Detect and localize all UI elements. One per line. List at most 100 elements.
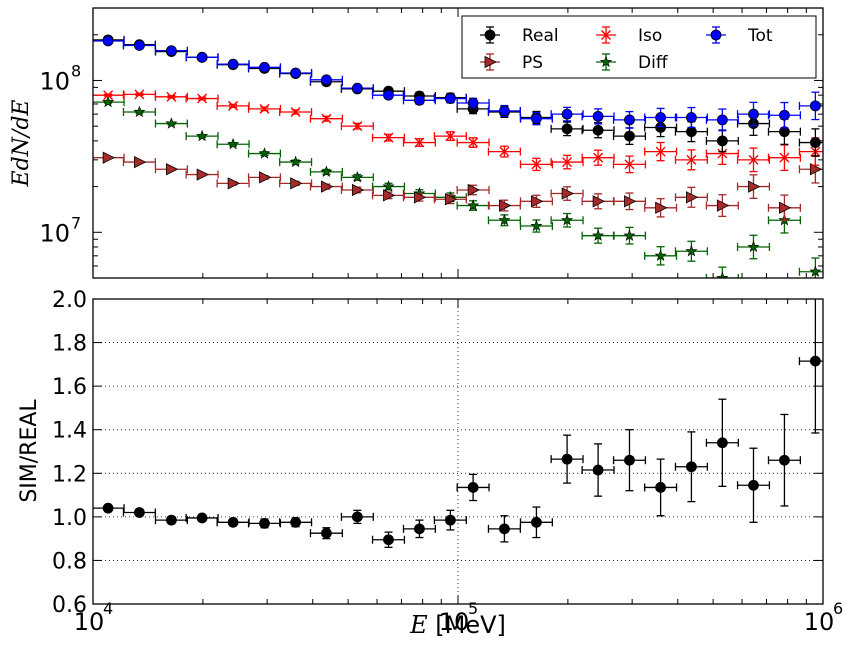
data-point <box>227 516 239 528</box>
data-point <box>382 180 395 192</box>
data-point <box>166 163 179 176</box>
series-ps <box>93 151 823 222</box>
data-point <box>227 177 240 190</box>
data-point <box>592 124 604 136</box>
data-point <box>655 146 666 157</box>
data-point <box>624 130 635 142</box>
legend-label: Iso <box>638 26 662 46</box>
legend-item-ps: PS <box>480 53 543 73</box>
data-point <box>468 137 479 148</box>
data-point <box>321 527 332 539</box>
data-point <box>321 180 334 193</box>
data-point <box>686 191 699 204</box>
data-point <box>686 461 697 473</box>
data-point <box>414 137 425 148</box>
data-point <box>748 108 759 120</box>
data-point <box>748 180 761 193</box>
data-point <box>809 100 821 112</box>
data-point <box>716 199 730 212</box>
data-point <box>748 154 759 165</box>
legend-item-diff: Diff <box>596 53 669 73</box>
y-tick-label: 1.6 <box>52 375 87 400</box>
bottom-y-axis-label: SIM/REAL <box>17 399 42 503</box>
legend-label: PS <box>522 53 543 73</box>
legend-label: Tot <box>747 26 773 46</box>
y-tick-label: 1.4 <box>52 419 87 444</box>
data-point <box>467 183 481 197</box>
y-tick-label: 1.0 <box>52 506 87 531</box>
data-point <box>165 117 178 129</box>
y-tick-label: 0.8 <box>52 549 87 574</box>
data-point <box>290 67 302 79</box>
data-point <box>592 464 604 476</box>
data-point <box>561 187 574 200</box>
data-point <box>484 29 496 41</box>
data-point <box>561 453 573 465</box>
data-point <box>686 112 697 123</box>
y-tick-label: 0.6 <box>52 593 87 618</box>
data-point <box>351 82 363 94</box>
data-point <box>467 482 479 493</box>
data-point <box>444 93 456 104</box>
data-point <box>383 189 396 202</box>
data-point <box>289 155 302 168</box>
data-point <box>133 155 147 169</box>
data-point <box>259 103 270 114</box>
data-point <box>498 105 510 117</box>
data-point <box>716 271 729 278</box>
data-point <box>531 195 544 208</box>
data-point <box>102 151 116 164</box>
series-tot <box>93 35 823 132</box>
data-point <box>102 502 114 514</box>
legend-item-real: Real <box>480 26 559 46</box>
data-point <box>383 132 394 143</box>
x-tick-label-exponent: 6 <box>833 599 843 618</box>
data-point <box>444 193 458 206</box>
data-point <box>196 129 209 142</box>
y-tick-label: 10 <box>39 67 70 95</box>
data-point <box>102 35 114 47</box>
data-point <box>227 137 240 150</box>
data-point <box>321 74 332 86</box>
data-point <box>498 523 510 535</box>
data-point <box>686 126 697 138</box>
data-point <box>290 516 302 528</box>
data-point <box>601 30 611 40</box>
data-point <box>103 90 114 101</box>
data-point <box>133 105 146 118</box>
data-point <box>716 135 728 147</box>
x-tick-label: 10 <box>74 608 105 636</box>
x-axis-label-units: [MeV] <box>428 611 506 639</box>
data-point <box>623 229 636 241</box>
data-point <box>227 58 239 70</box>
data-point <box>779 454 790 466</box>
data-point <box>102 95 115 108</box>
data-point <box>654 249 667 261</box>
data-point <box>593 152 604 163</box>
data-point <box>196 51 208 63</box>
legend: Real PS Iso Diff Tot <box>461 15 817 79</box>
data-point <box>592 110 604 122</box>
data-point <box>624 454 635 466</box>
series-diff <box>93 95 823 278</box>
data-point <box>290 106 301 117</box>
data-point <box>498 199 512 212</box>
data-point <box>133 507 145 518</box>
data-point <box>196 168 209 181</box>
data-point <box>530 219 543 232</box>
top-y-axis-label: EdN/dE <box>9 100 34 188</box>
y-tick-label: 2.0 <box>52 288 87 313</box>
data-point <box>710 29 722 41</box>
data-point <box>624 114 635 126</box>
data-point <box>352 121 363 132</box>
data-point <box>414 191 427 204</box>
data-point <box>748 479 759 491</box>
data-point <box>779 152 790 163</box>
data-point <box>624 195 637 208</box>
data-point <box>655 201 668 214</box>
data-point <box>445 131 456 142</box>
